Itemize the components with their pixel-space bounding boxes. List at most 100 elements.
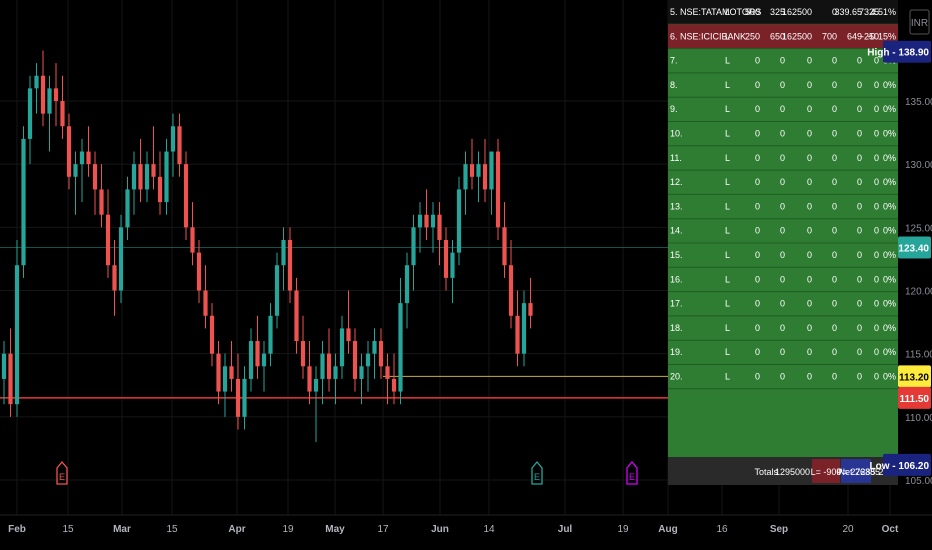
time-tick-label: 17 <box>377 524 389 535</box>
table-cell: 0 <box>780 104 785 114</box>
table-cell: 0 <box>807 56 812 66</box>
table-cell: 5. NSE:TATAMOTORS <box>670 7 761 17</box>
table-cell: 325 <box>770 7 785 17</box>
price-tick-label: 125.00 <box>905 223 932 234</box>
table-cell: 20. <box>670 372 683 382</box>
table-cell: 0 <box>807 250 812 260</box>
candle-body <box>508 265 514 316</box>
last-price-badge-text: 123.40 <box>898 244 929 255</box>
currency-box[interactable] <box>909 9 930 35</box>
table-cell: 0 <box>780 153 785 163</box>
earnings-marker[interactable]: E <box>56 460 68 485</box>
table-cell: 0 <box>755 250 760 260</box>
table-cell: 0 <box>807 129 812 139</box>
table-cell: 0% <box>883 274 896 284</box>
candle-body <box>177 126 182 165</box>
candle-body <box>469 164 475 177</box>
table-cell: 0 <box>874 274 879 284</box>
time-tick-label: Mar <box>113 524 131 535</box>
table-cell: 0 <box>874 177 879 187</box>
table-cell: 0 <box>832 226 837 236</box>
table-cell: 0 <box>857 129 862 139</box>
table-row: 16. L 0 0 0 0 0 0 0% <box>670 274 896 284</box>
table-row: 12. L 0 0 0 0 0 0 0% <box>670 177 896 187</box>
table-cell: 0% <box>883 153 896 163</box>
candle-body <box>430 214 436 228</box>
time-tick-label: Jun <box>431 524 449 535</box>
table-cell: L <box>725 129 730 139</box>
stop-badge-bg <box>898 386 931 409</box>
table-cell: 0 <box>874 372 879 382</box>
price-tick-label: 130.00 <box>905 160 932 171</box>
table-cell: 0 <box>857 226 862 236</box>
table-cell: 339.65 <box>834 7 862 17</box>
candle-body <box>320 353 325 379</box>
candle-body <box>281 239 286 266</box>
candle-body <box>21 138 26 266</box>
time-axis-bg <box>0 515 932 550</box>
table-cell: 0 <box>780 250 785 260</box>
table-cell: 0 <box>832 129 837 139</box>
table-cell: 0% <box>883 104 896 114</box>
table-row: 19. L 0 0 0 0 0 0 0% <box>670 347 896 357</box>
earnings-marker[interactable]: E <box>531 460 543 485</box>
earnings-marker[interactable]: E <box>626 460 638 485</box>
time-tick-label: Feb <box>8 524 26 535</box>
table-cell: L <box>725 153 730 163</box>
candle-body <box>417 214 423 228</box>
candle-body <box>1 353 7 379</box>
earnings-marker-label: E <box>629 472 635 482</box>
candle-body <box>125 189 130 228</box>
table-cell: 17. <box>670 299 683 309</box>
candle-body <box>73 164 78 177</box>
table-cell: 250 <box>745 31 760 41</box>
candle-body <box>307 366 312 392</box>
table-cell: 7. <box>670 56 678 66</box>
candle-body <box>333 366 338 379</box>
table-cell: L <box>725 31 730 41</box>
low-badge: Low - 106.20 <box>870 453 931 476</box>
time-axis[interactable]: Feb 15 Mar 15 Apr 19 May 17 Jun 14 Jul 19 Aug 16 Sep 20… <box>0 514 932 550</box>
time-tick-label: Oct <box>882 524 899 535</box>
table-row: 14. L 0 0 0 0 0 0 0% <box>670 226 896 236</box>
table-cell: 12. <box>670 177 683 187</box>
table-cell: 0 <box>807 153 812 163</box>
table-row: 9. L 0 0 0 0 0 0 0% <box>670 104 896 114</box>
candle-body <box>203 290 208 316</box>
table-cell: 0 <box>874 201 879 211</box>
time-tick-label: 15 <box>166 524 178 535</box>
table-cell: 0 <box>857 80 862 90</box>
table-cell: 10. <box>670 129 683 139</box>
time-tick-label: 19 <box>617 524 629 535</box>
candle-body <box>463 164 468 190</box>
table-cell: 650 <box>770 31 785 41</box>
candle-body <box>476 164 481 177</box>
candle-body <box>151 164 156 177</box>
table-cell: 0 <box>857 177 862 187</box>
table-cell: 0 <box>807 323 812 333</box>
table-cell: L <box>725 201 730 211</box>
table-cell: 0 <box>874 153 879 163</box>
stop-badge: 111.50 <box>898 386 931 409</box>
table-cell: 0 <box>807 347 812 357</box>
table-cell: 162500 <box>782 7 812 17</box>
table-cell: 0 <box>780 56 785 66</box>
table-cell: 0 <box>780 80 785 90</box>
high-badge-bg <box>883 40 931 63</box>
earnings-marker-label: E <box>59 472 65 482</box>
table-cell: 0 <box>857 372 862 382</box>
price-tick-label: 120.00 <box>905 287 932 298</box>
candle-body <box>235 378 241 417</box>
candle-body <box>164 151 169 203</box>
earnings-marker-shape <box>56 460 68 485</box>
table-cell: 0 <box>857 299 862 309</box>
table-row-bg <box>668 24 898 49</box>
table-row: 8. L 0 0 0 0 0 0 0% <box>670 80 896 90</box>
table-cell: L <box>725 274 730 284</box>
high-badge: High - 138.90 <box>867 40 931 63</box>
table-cell: L <box>725 177 730 187</box>
table-cell: 0 <box>755 56 760 66</box>
target-badge: 113.20 <box>898 365 931 388</box>
